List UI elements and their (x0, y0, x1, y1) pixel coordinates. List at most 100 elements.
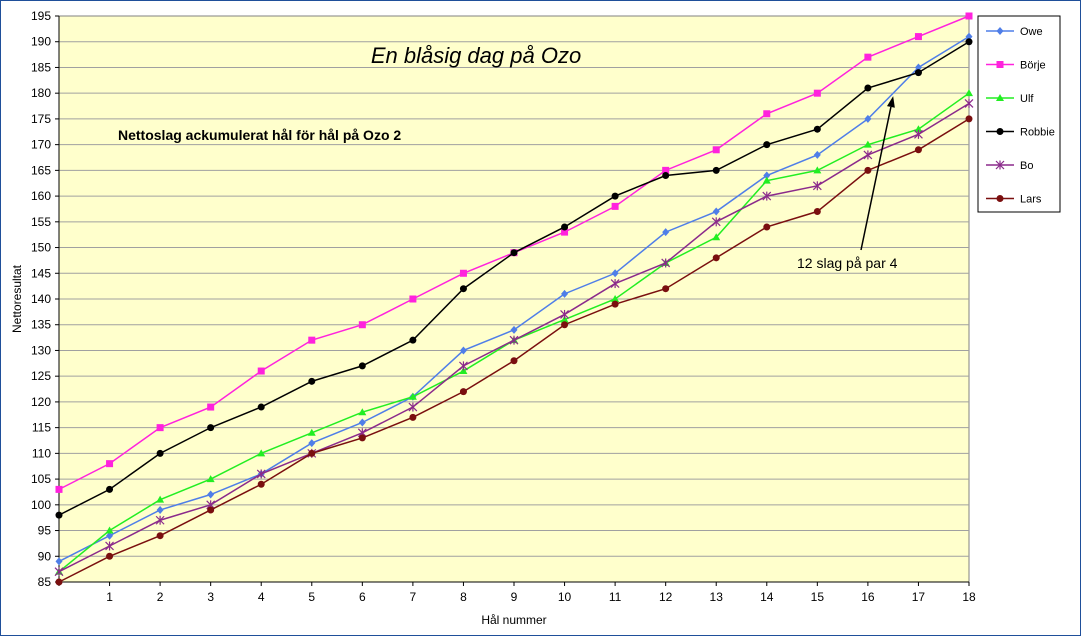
y-tick-label: 140 (31, 292, 51, 306)
data-point-robbie (55, 511, 63, 519)
data-point-lars (763, 223, 771, 231)
data-point-robbie (864, 84, 872, 92)
data-point-bo (711, 217, 721, 227)
data-point-b-rje (561, 228, 569, 236)
data-point-ulf (965, 89, 973, 97)
data-point-bo (155, 515, 165, 525)
data-point-owe (712, 207, 720, 216)
data-point-owe (561, 289, 569, 298)
data-point-owe (813, 150, 821, 159)
x-tick-label: 12 (659, 590, 673, 604)
data-point-ulf (611, 295, 620, 302)
data-point-owe (459, 346, 467, 355)
legend-label: Lars (1020, 194, 1042, 206)
x-tick-label: 9 (511, 590, 518, 604)
x-tick-label: 18 (962, 590, 976, 604)
data-point-robbie (308, 377, 316, 385)
data-point-ulf (358, 408, 367, 416)
x-tick-label: 2 (157, 590, 164, 604)
legend-item-ulf: Ulf (986, 93, 1034, 105)
data-point-lars (510, 357, 518, 365)
data-point-bo (54, 567, 64, 577)
x-tick-label: 5 (308, 590, 315, 604)
gridlines (59, 41, 969, 557)
data-point-ulf (408, 392, 417, 400)
data-point-robbie (358, 362, 366, 370)
data-point-robbie (712, 166, 720, 174)
legend-item-b-rje: Börje (986, 60, 1046, 72)
data-point-b-rje (459, 269, 467, 277)
data-point-b-rje (257, 367, 265, 375)
data-point-lars (662, 285, 670, 293)
data-point-ulf (156, 495, 165, 503)
data-point-ulf (712, 233, 721, 241)
data-point-ulf (863, 140, 872, 148)
data-point-owe (510, 325, 518, 334)
data-point-robbie (763, 141, 771, 149)
y-tick-label: 170 (31, 138, 51, 152)
x-tick-label: 10 (558, 590, 572, 604)
data-point-lars (55, 578, 63, 586)
data-point-owe (763, 171, 771, 180)
series-lars (55, 115, 973, 586)
data-point-bo (560, 309, 569, 319)
data-point-ulf (257, 449, 266, 457)
y-tick-label: 120 (31, 395, 51, 409)
data-point-robbie (611, 192, 619, 200)
data-point-bo (762, 191, 772, 201)
data-point-ulf (560, 315, 569, 323)
data-point-bo (610, 279, 620, 289)
data-point-robbie (459, 285, 467, 293)
x-tick-label: 3 (207, 590, 214, 604)
data-point-b-rje (308, 336, 316, 344)
data-point-robbie (409, 336, 417, 344)
data-point-b-rje (914, 33, 922, 41)
data-point-robbie (257, 403, 265, 411)
data-point-robbie (561, 223, 569, 231)
y-tick-label: 105 (31, 472, 51, 486)
y-tick-label: 110 (32, 446, 51, 460)
data-point-lars (358, 434, 366, 442)
data-point-lars (156, 532, 164, 540)
data-point-b-rje (864, 53, 872, 61)
data-point-b-rje (965, 12, 973, 20)
data-point-owe (106, 531, 114, 540)
x-tick-label: 11 (609, 590, 622, 604)
y-tick-label: 190 (31, 35, 51, 49)
data-point-robbie (914, 69, 922, 77)
legend-marker (996, 61, 1004, 68)
y-tick-label: 160 (31, 189, 51, 203)
data-point-bo (914, 129, 923, 139)
data-point-robbie (965, 38, 973, 46)
annotation-arrowhead (886, 96, 895, 108)
legend-label: Börje (1020, 60, 1046, 72)
data-point-robbie (813, 125, 821, 133)
y-tick-label: 175 (31, 112, 51, 126)
data-point-ulf (459, 367, 468, 375)
data-point-lars (561, 321, 569, 329)
data-point-owe (358, 418, 366, 427)
data-point-bo (105, 541, 114, 551)
data-point-robbie (106, 485, 114, 493)
series-layer (54, 12, 974, 586)
axes: 8590951001051101151201251301351401451501… (31, 9, 976, 604)
data-point-b-rje (611, 202, 619, 210)
legend-item-lars: Lars (986, 194, 1042, 206)
data-point-ulf (813, 166, 822, 174)
data-point-bo (812, 181, 822, 191)
data-point-lars (914, 146, 922, 154)
data-point-lars (106, 552, 114, 560)
data-point-owe (156, 505, 164, 514)
data-point-ulf (206, 475, 215, 483)
annotation-arrow (860, 106, 892, 251)
data-point-lars (864, 166, 872, 174)
y-tick-label: 90 (38, 549, 52, 563)
data-point-owe (308, 439, 316, 448)
y-axis-title: Nettoresultat (10, 264, 24, 333)
annotation: 12 slag på par 4 (797, 96, 898, 271)
data-point-bo (408, 402, 418, 412)
y-tick-label: 155 (31, 215, 51, 229)
data-point-robbie (510, 249, 518, 257)
chart-title: En blåsig dag på Ozo (371, 43, 581, 68)
